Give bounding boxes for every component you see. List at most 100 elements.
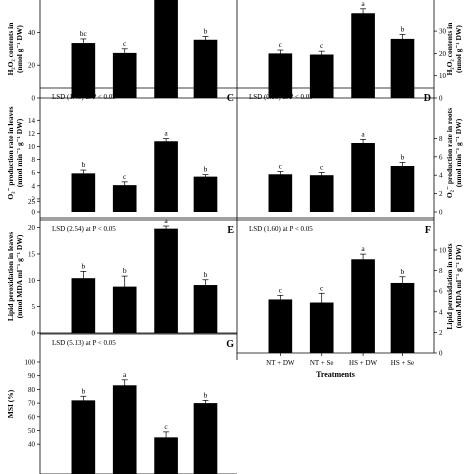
significance-letter: b: [204, 165, 208, 174]
y-tick-label: 0: [439, 209, 443, 217]
panel-letter: G: [226, 339, 234, 350]
bar: [154, 437, 178, 474]
y-tick-label: 25: [28, 198, 36, 206]
bar: [193, 176, 218, 212]
y-tick-label: 30: [439, 28, 447, 36]
bar: [351, 143, 375, 212]
bar: [268, 174, 293, 212]
significance-letter: a: [164, 216, 168, 225]
bar: [193, 39, 218, 98]
y-axis-label: (nmol min⁻¹ g⁻¹ DW): [454, 118, 463, 187]
bar: [390, 282, 415, 353]
y-tick-label: 10: [28, 277, 36, 285]
y-tick-label: 4: [439, 308, 443, 316]
y-tick-label: 12: [28, 130, 36, 138]
significance-letter: b: [81, 386, 85, 395]
significance-letter: b: [204, 270, 208, 279]
lsd-annotation: LSD (5.13) at P < 0.05: [52, 339, 116, 347]
y-tick-label: 8: [439, 135, 443, 143]
y-tick-label: 50: [28, 427, 36, 435]
y-tick-label: 2: [439, 329, 443, 337]
significance-letter: a: [361, 129, 365, 138]
y-tick-label: 10: [28, 143, 36, 151]
panel-F: 0 2 4 6 8 10 Lipid peroxidation in roots (nmol …: [237, 219, 463, 379]
y-axis-label: Lipid peroxidation in leaves: [6, 232, 15, 321]
x-axis-title: Treatments: [316, 370, 355, 379]
lsd-annotation: LSD (2.54) at P < 0.05: [52, 225, 116, 233]
y-tick-label: 6: [32, 169, 36, 177]
y-tick-label: 60: [28, 413, 36, 421]
y-axis-label: O₂⁻ production rate in roots: [445, 108, 454, 198]
significance-letter: a: [361, 244, 365, 253]
y-tick-label: 0: [439, 95, 443, 103]
y-axis-label: (nmol MDA ml⁻¹ g⁻¹ DW): [454, 244, 463, 328]
y-tick-label: 15: [28, 250, 36, 258]
lsd-annotation: LSD (0.95) at P < 0.05: [249, 93, 313, 101]
significance-letter: c: [123, 172, 127, 181]
bar: [351, 259, 375, 353]
y-tick-label: 8: [439, 267, 443, 275]
bar: [71, 173, 96, 212]
bar: [154, 228, 178, 333]
y-tick-label: 40: [28, 29, 36, 37]
significance-letter: c: [320, 41, 324, 50]
significance-letter: a: [361, 0, 365, 8]
y-tick-label: 2: [32, 195, 36, 203]
significance-letter: b: [81, 261, 85, 270]
y-tick-label: 90: [28, 372, 36, 380]
significance-letter: a: [123, 370, 127, 379]
significance-letter: b: [204, 27, 208, 36]
y-tick-label: 8: [32, 156, 36, 164]
y-tick-label: 80: [28, 386, 36, 394]
significance-letter: bc: [80, 29, 88, 38]
y-tick-label: 0: [32, 330, 36, 338]
y-axis-label: (nmol min⁻¹ g⁻¹ DW): [15, 118, 24, 187]
x-tick-label: NT + DW: [266, 359, 295, 367]
significance-letter: b: [204, 390, 208, 399]
y-axis-label: H₂O₂ contents in: [445, 22, 454, 76]
significance-letter: a: [164, 129, 168, 138]
bar: [154, 0, 178, 99]
significance-letter: c: [279, 40, 283, 49]
y-tick-label: 40: [28, 441, 36, 449]
y-tick-label: 5: [32, 303, 36, 311]
bar: [112, 385, 137, 474]
significance-letter: c: [320, 283, 324, 292]
significance-letter: b: [81, 160, 85, 169]
panel-G: 40 50 60 70 80 90 100 MSI (%) LSD (5.13) at P < …: [6, 333, 237, 474]
bar: [112, 52, 137, 98]
bar: [309, 302, 334, 353]
y-axis-label: (nmol g⁻¹ DW): [15, 25, 24, 73]
y-tick-label: 0: [439, 350, 443, 358]
x-tick-label: HS + Se: [391, 359, 414, 367]
bar: [309, 54, 334, 98]
significance-letter: c: [279, 285, 283, 294]
y-tick-label: 70: [28, 400, 36, 408]
y-tick-label: 0: [32, 209, 36, 217]
bar: [351, 13, 375, 98]
panel-letter: E: [227, 225, 234, 236]
significance-letter: b: [401, 152, 405, 161]
bar: [193, 285, 218, 333]
significance-letter: c: [320, 162, 324, 171]
bar: [268, 299, 293, 353]
y-tick-label: 4: [439, 172, 443, 180]
y-tick-label: 14: [28, 117, 36, 125]
significance-letter: b: [401, 267, 405, 276]
y-tick-label: 100: [25, 359, 36, 367]
significance-letter: c: [164, 422, 168, 431]
lsd-annotation: LSD (1.45) at P < 0.05: [52, 93, 116, 101]
y-tick-label: 6: [439, 153, 443, 161]
bar: [71, 43, 96, 98]
x-tick-label: HS + DW: [349, 359, 377, 367]
bar: [268, 53, 293, 98]
bar: [390, 38, 415, 98]
y-tick-label: 4: [32, 182, 36, 190]
significance-letter: c: [279, 162, 283, 171]
significance-letter: c: [123, 39, 127, 48]
y-tick-label: 10: [439, 247, 447, 255]
panel-B: 0 10 20 30 H₂O₂ contents in (nmol g⁻¹ DW) c c a b: [237, 0, 463, 103]
